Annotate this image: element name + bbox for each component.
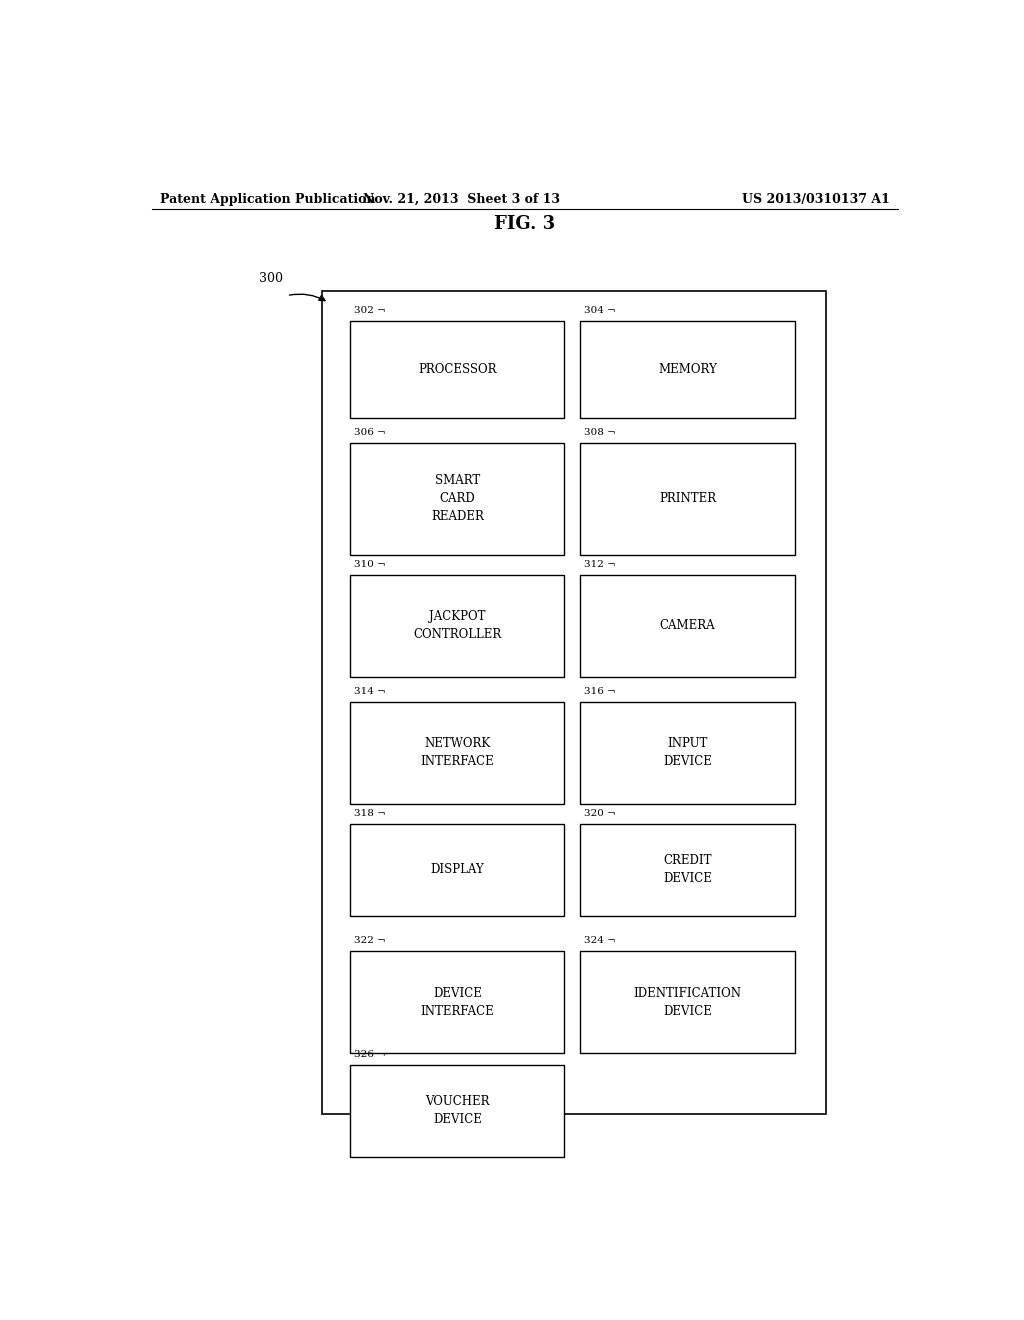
Text: 322 ¬: 322 ¬	[354, 936, 386, 945]
Text: MEMORY: MEMORY	[658, 363, 717, 376]
Text: 326 ¬: 326 ¬	[354, 1049, 386, 1059]
FancyBboxPatch shape	[581, 444, 795, 554]
FancyBboxPatch shape	[350, 321, 564, 417]
Text: Nov. 21, 2013  Sheet 3 of 13: Nov. 21, 2013 Sheet 3 of 13	[362, 193, 560, 206]
Text: SMART
CARD
READER: SMART CARD READER	[431, 474, 483, 524]
Text: 316 ¬: 316 ¬	[585, 688, 616, 696]
FancyBboxPatch shape	[350, 952, 564, 1053]
Text: 324 ¬: 324 ¬	[585, 936, 616, 945]
Text: IDENTIFICATION
DEVICE: IDENTIFICATION DEVICE	[634, 986, 741, 1018]
Text: CAMERA: CAMERA	[659, 619, 716, 632]
Text: 320 ¬: 320 ¬	[585, 809, 616, 818]
Text: INPUT
DEVICE: INPUT DEVICE	[664, 738, 712, 768]
FancyBboxPatch shape	[350, 444, 564, 554]
Text: 310 ¬: 310 ¬	[354, 560, 386, 569]
Text: 302 ¬: 302 ¬	[354, 306, 386, 315]
FancyBboxPatch shape	[581, 824, 795, 916]
Text: NETWORK
INTERFACE: NETWORK INTERFACE	[421, 738, 495, 768]
Text: Patent Application Publication: Patent Application Publication	[160, 193, 375, 206]
FancyBboxPatch shape	[350, 1065, 564, 1156]
Text: 318 ¬: 318 ¬	[354, 809, 386, 818]
Text: CREDIT
DEVICE: CREDIT DEVICE	[664, 854, 712, 886]
FancyBboxPatch shape	[350, 702, 564, 804]
FancyBboxPatch shape	[350, 576, 564, 677]
FancyBboxPatch shape	[581, 321, 795, 417]
Text: PRINTER: PRINTER	[658, 492, 716, 506]
FancyBboxPatch shape	[581, 576, 795, 677]
Text: 306 ¬: 306 ¬	[354, 428, 386, 437]
Text: 312 ¬: 312 ¬	[585, 560, 616, 569]
Text: DISPLAY: DISPLAY	[430, 863, 484, 876]
FancyBboxPatch shape	[350, 824, 564, 916]
Text: 300: 300	[259, 272, 283, 285]
Text: 304 ¬: 304 ¬	[585, 306, 616, 315]
Text: JACKPOT
CONTROLLER: JACKPOT CONTROLLER	[414, 610, 502, 642]
Text: VOUCHER
DEVICE: VOUCHER DEVICE	[425, 1096, 489, 1126]
FancyBboxPatch shape	[323, 290, 826, 1114]
Text: 308 ¬: 308 ¬	[585, 428, 616, 437]
Text: 314 ¬: 314 ¬	[354, 688, 386, 696]
Text: FIG. 3: FIG. 3	[495, 215, 555, 234]
FancyBboxPatch shape	[581, 702, 795, 804]
FancyBboxPatch shape	[581, 952, 795, 1053]
Text: PROCESSOR: PROCESSOR	[418, 363, 497, 376]
Text: DEVICE
INTERFACE: DEVICE INTERFACE	[421, 986, 495, 1018]
Text: US 2013/0310137 A1: US 2013/0310137 A1	[742, 193, 890, 206]
